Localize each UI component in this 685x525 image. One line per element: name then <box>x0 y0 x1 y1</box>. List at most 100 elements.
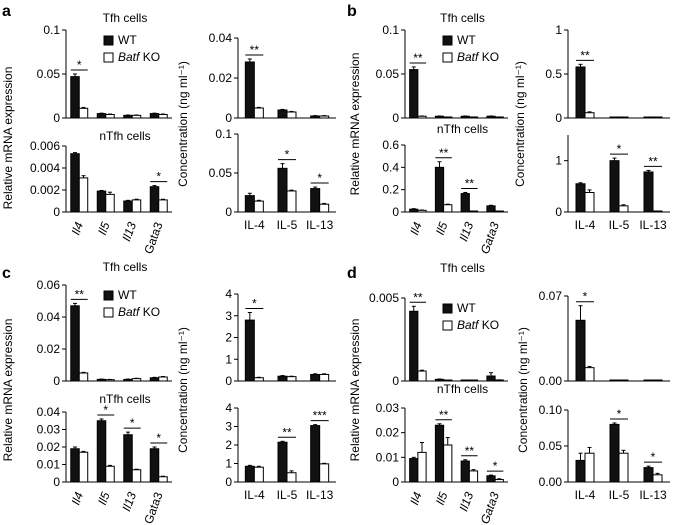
signif-label: ** <box>413 51 423 65</box>
legend-label-rest: KO <box>139 50 160 64</box>
x-tick-label: Il4 <box>407 490 425 507</box>
bar-wt-2 <box>123 114 133 119</box>
y-tick-label: 0.2 <box>382 183 399 197</box>
y-tick-label: 3 <box>225 309 232 323</box>
bar-wt-0 <box>409 208 419 213</box>
y-tick-label: 0.04 <box>37 310 61 324</box>
bar-ko-0 <box>253 466 264 483</box>
y-tick-label: 0.06 <box>37 278 61 292</box>
chart-title: nTfh cells <box>99 392 150 406</box>
signif-label: * <box>583 290 588 304</box>
x-tick-label: Il5 <box>95 490 113 507</box>
bar-ko-2 <box>319 463 330 483</box>
bar-ko-1 <box>618 452 629 483</box>
bar-ko-2 <box>131 114 142 119</box>
y-tick-label: 0.03 <box>37 423 61 437</box>
signif-label: ** <box>465 176 475 190</box>
signif-label: * <box>103 403 108 417</box>
bar-wt-3 <box>486 375 496 382</box>
bar-ko-0 <box>417 115 427 119</box>
bar-ko-0 <box>417 370 427 382</box>
legend-swatch-wt <box>103 290 114 301</box>
legend-swatch-ko <box>442 52 453 63</box>
x-tick-label: Il13 <box>119 220 139 243</box>
bar-wt-1 <box>96 190 107 213</box>
y-tick-label: 0.07 <box>539 289 563 303</box>
x-tick-label: Il13 <box>456 220 476 243</box>
y-tick-label: 0 <box>392 374 399 388</box>
bar-wt-1 <box>277 167 288 213</box>
panel-d-rna-ylabel: Relative mRNA expression <box>348 319 362 462</box>
signif-label: *** <box>313 409 327 423</box>
y-tick-label: 0 <box>53 374 60 388</box>
x-tick-label: Il5 <box>95 220 113 237</box>
chart-b_conc_tfh: 0 0.5 1 ** <box>545 23 670 125</box>
bar-ko-2 <box>131 378 142 382</box>
y-tick-label: 0.02 <box>37 440 61 454</box>
bar-ko-1 <box>105 465 115 483</box>
x-tick-label: Il13 <box>119 490 139 513</box>
x-tick-label: IL-5 <box>277 488 298 502</box>
legend-swatch-ko <box>103 52 114 63</box>
y-tick-label: 4 <box>225 401 232 415</box>
bar-wt-3 <box>149 448 160 483</box>
y-tick-label: 0 <box>225 111 232 125</box>
bar-ko-2 <box>652 474 663 483</box>
bar-wt-0 <box>244 465 255 483</box>
y-tick-label: 0.1 <box>382 23 399 37</box>
y-tick-label: 0.6 <box>382 138 399 152</box>
signif-label: ** <box>439 146 449 160</box>
bar-ko-3 <box>494 479 504 483</box>
y-tick-label: 1 <box>225 457 232 471</box>
x-tick-label: IL-5 <box>609 488 630 502</box>
signif-label: ** <box>580 48 590 62</box>
bar-ko-3 <box>158 476 168 483</box>
panel-d-conc-ylabel: Concentration (ng ml⁻¹) <box>516 327 530 453</box>
chart-a_conc_tfh: 0 0.02 0.04 ** <box>209 31 336 125</box>
chart-d_conc_tfh: 0.00 0.07 * <box>539 289 670 388</box>
legend-swatch-wt <box>103 35 114 46</box>
panel-letter-c: c <box>2 265 11 282</box>
bar-ko-1 <box>286 190 297 213</box>
signif-label: * <box>285 148 290 162</box>
y-tick-label: 0.4 <box>382 160 399 174</box>
bar-ko-2 <box>319 373 330 382</box>
x-tick-label: Il5 <box>433 490 451 507</box>
x-tick-label: Gata3 <box>141 220 165 256</box>
panel-letter-d: d <box>347 265 357 282</box>
bar-wt-1 <box>277 441 288 483</box>
chart-title: nTfh cells <box>99 129 150 143</box>
y-tick-label: 0 <box>555 111 562 125</box>
y-tick-label: 0.03 <box>376 401 400 415</box>
x-tick-label: Il4 <box>69 220 87 237</box>
chart-title: nTfh cells <box>437 122 488 136</box>
legend-label: WT <box>118 288 137 302</box>
legend-swatch-wt <box>442 35 453 46</box>
bar-wt-0 <box>575 66 586 119</box>
bar-wt-1 <box>96 420 107 483</box>
bar-wt-1 <box>434 166 445 213</box>
y-tick-label: 0 <box>392 475 399 489</box>
bar-wt-0 <box>244 195 255 213</box>
legend-label-italic: Batf <box>457 318 480 332</box>
bar-ko-0 <box>584 112 595 119</box>
signif-label: * <box>130 416 135 430</box>
bar-wt-0 <box>575 319 586 382</box>
signif-label: ** <box>413 290 423 304</box>
bar-wt-1 <box>277 109 288 119</box>
y-tick-label: 0 <box>53 205 60 219</box>
bar-ko-0 <box>78 177 89 213</box>
bar-ko-2 <box>468 470 479 483</box>
legend-label-rest: KO <box>478 50 499 64</box>
panel-letter-b: b <box>347 3 357 20</box>
signif-label: * <box>617 407 622 421</box>
x-tick-label: IL-13 <box>639 488 667 502</box>
legend-label: Batf KO <box>457 50 499 64</box>
bar-wt-0 <box>70 448 80 483</box>
y-tick-label: 1 <box>555 23 562 37</box>
bar-ko-1 <box>105 193 115 213</box>
x-tick-label: IL-13 <box>306 488 334 502</box>
bar-ko-2 <box>319 115 330 119</box>
